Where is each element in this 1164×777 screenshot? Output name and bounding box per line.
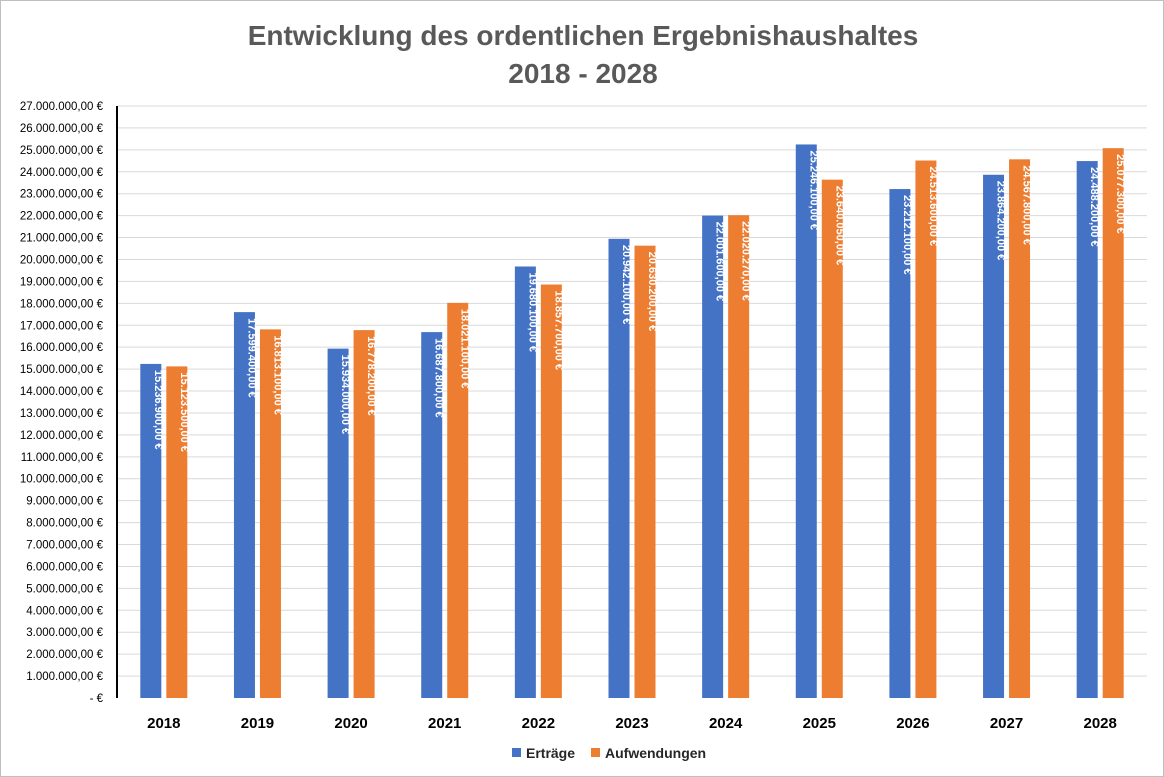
bar-ertraege-2020 [327, 348, 349, 698]
data-label: 15.934.000,00 € [339, 355, 351, 435]
bar-aufwendungen-2026 [915, 160, 937, 699]
legend: Erträge Aufwendungen [512, 745, 706, 761]
legend-label-aufwendungen: Aufwendungen [605, 745, 706, 761]
bar-aufwendungen-2022 [540, 284, 562, 698]
y-tick-label: 27.000.000,00 € [20, 101, 104, 113]
bar-ertraege-2025 [795, 144, 817, 699]
x-tick-label: 2027 [990, 715, 1023, 732]
y-tick-label: 26.000.000,00 € [20, 123, 104, 135]
bar-aufwendungen-2021 [447, 302, 469, 698]
y-tick-label: 1.000.000,00 € [26, 671, 103, 683]
y-tick-label: 19.000.000,00 € [20, 276, 104, 288]
data-label: 17.599.400,00 € [245, 318, 257, 398]
data-label: 25.246.100,00 € [807, 150, 819, 230]
chart-subtitle: 2018 - 2028 [508, 58, 657, 89]
x-tick-label: 2023 [615, 715, 648, 732]
data-label: 15.236.900,00 € [152, 370, 164, 450]
y-tick-label: 15.000.000,00 € [20, 364, 104, 376]
data-label: 20.942.100,00 € [620, 245, 632, 325]
data-label: 16.687.800,00 € [433, 338, 445, 418]
data-label: 16.813.100,00 € [271, 335, 283, 415]
y-tick-label: 10.000.000,00 € [20, 474, 104, 486]
data-label: 25.077.300,00 € [1114, 154, 1126, 234]
bar-ertraege-2018 [140, 363, 162, 698]
y-tick-label: 18.000.000,00 € [20, 298, 104, 310]
y-axis-ticks: - € 1.000.000,00 € 2.000.000,00 € 3.000.000… [20, 101, 104, 705]
x-axis-ticks: 2018 2019 2020 2021 2022 2023 2024 2025 2026 2027… [147, 715, 1117, 732]
x-tick-label: 2022 [522, 715, 555, 732]
y-tick-label: 2.000.000,00 € [26, 649, 103, 661]
x-tick-label: 2021 [428, 715, 461, 732]
data-label: 20.630.200,00 € [646, 252, 658, 332]
y-tick-label: 5.000.000,00 € [26, 583, 103, 595]
y-tick-label: 22.000.000,00 € [20, 211, 104, 223]
data-label: 18.857.700,00 € [552, 291, 564, 371]
y-tick-label: 21.000.000,00 € [20, 233, 104, 245]
y-tick-label: 20.000.000,00 € [20, 254, 104, 266]
legend-swatch-ertraege [512, 748, 521, 757]
x-tick-label: 2018 [147, 715, 180, 732]
x-tick-label: 2020 [334, 715, 367, 732]
bar-ertraege-2022 [514, 266, 536, 698]
data-label: 22.001.600,00 € [714, 222, 726, 302]
bars [140, 144, 1124, 699]
bar-aufwendungen-2018 [166, 366, 188, 698]
bar-aufwendungen-2019 [259, 329, 281, 698]
data-label: 24.567.800,00 € [1021, 165, 1033, 245]
y-tick-label: 14.000.000,00 € [20, 386, 104, 398]
bar-ertraege-2027 [983, 174, 1005, 699]
gridlines [117, 105, 1147, 677]
y-tick-label: 4.000.000,00 € [26, 605, 103, 617]
chart-title: Entwicklung des ordentlichen Ergebnishau… [248, 20, 919, 51]
x-tick-label: 2024 [709, 715, 743, 732]
y-tick-label: 11.000.000,00 € [21, 452, 104, 464]
y-tick-label: 13.000.000,00 € [20, 408, 104, 420]
data-label: 15.123.500,00 € [178, 372, 190, 452]
data-label: 23.212.100,00 € [901, 195, 913, 275]
bar-aufwendungen-2020 [353, 330, 375, 698]
bar-ertraege-2024 [702, 215, 724, 698]
y-tick-label: 12.000.000,00 € [20, 430, 104, 442]
bar-aufwendungen-2023 [634, 245, 656, 698]
legend-label-ertraege: Erträge [526, 745, 575, 761]
y-tick-label: - € [90, 693, 104, 705]
data-label: 23.640.050,00 € [833, 186, 845, 266]
data-label: 16.778.200,00 € [365, 336, 377, 416]
bar-ertraege-2023 [608, 238, 630, 698]
y-tick-label: 24.000.000,00 € [20, 167, 104, 179]
bar-ertraege-2021 [421, 332, 443, 698]
y-tick-label: 8.000.000,00 € [26, 518, 103, 530]
data-label: 22.020.270,00 € [740, 221, 752, 301]
data-label: 18.021.100,00 € [459, 309, 471, 389]
y-tick-label: 17.000.000,00 € [20, 320, 104, 332]
y-tick-label: 9.000.000,00 € [26, 496, 103, 508]
data-label: 23.864.200,00 € [995, 181, 1007, 261]
bar-ertraege-2028 [1076, 161, 1098, 698]
y-tick-label: 23.000.000,00 € [20, 189, 104, 201]
y-tick-label: 3.000.000,00 € [26, 627, 103, 639]
bar-ertraege-2026 [889, 189, 911, 698]
y-tick-label: 25.000.000,00 € [20, 145, 104, 157]
legend-swatch-aufwendungen [591, 748, 600, 757]
y-tick-label: 6.000.000,00 € [26, 561, 103, 573]
bar-aufwendungen-2024 [728, 215, 750, 699]
data-labels: 15.236.900,00 € 15.123.500,00 € 17.599.400… [152, 150, 1126, 451]
data-label: 19.680.100,00 € [526, 272, 538, 352]
x-tick-label: 2026 [896, 715, 929, 732]
bar-ertraege-2019 [233, 312, 255, 698]
data-label: 24.488.200,00 € [1088, 167, 1100, 247]
y-tick-label: 7.000.000,00 € [26, 540, 103, 552]
x-tick-label: 2019 [241, 715, 274, 732]
y-tick-label: 16.000.000,00 € [20, 342, 104, 354]
x-tick-label: 2025 [803, 715, 836, 732]
data-label: 24.513.600,00 € [927, 167, 939, 247]
x-tick-label: 2028 [1083, 715, 1116, 732]
bar-aufwendungen-2025 [821, 179, 843, 698]
bar-aufwendungen-2028 [1102, 148, 1124, 698]
bar-aufwendungen-2027 [1009, 159, 1031, 698]
